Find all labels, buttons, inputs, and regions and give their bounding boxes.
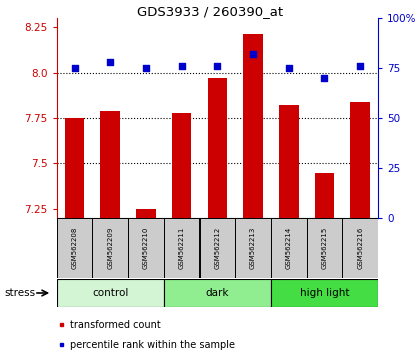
Text: high light: high light: [300, 288, 349, 298]
Point: [214, 63, 221, 69]
Point: [178, 63, 185, 69]
Bar: [271, 218, 307, 278]
Text: transformed count: transformed count: [70, 320, 160, 330]
Bar: [60, 324, 63, 326]
Point: [250, 51, 257, 57]
Text: GSM562209: GSM562209: [107, 227, 113, 269]
Bar: [243, 34, 263, 218]
Point: [143, 65, 150, 71]
Text: control: control: [92, 288, 129, 298]
Bar: [128, 218, 164, 278]
Bar: [235, 218, 271, 278]
Bar: [60, 343, 63, 346]
Text: GSM562214: GSM562214: [286, 227, 292, 269]
Bar: [172, 113, 192, 218]
Point: [71, 65, 78, 71]
Point: [321, 75, 328, 81]
Text: GSM562208: GSM562208: [71, 227, 78, 269]
Text: GSM562211: GSM562211: [178, 227, 185, 269]
Bar: [207, 78, 227, 218]
Text: dark: dark: [206, 288, 229, 298]
Text: GSM562215: GSM562215: [321, 227, 328, 269]
Bar: [57, 279, 164, 307]
Text: percentile rank within the sample: percentile rank within the sample: [70, 339, 234, 349]
Bar: [350, 102, 370, 218]
Text: GDS3933 / 260390_at: GDS3933 / 260390_at: [137, 5, 283, 18]
Text: GSM562212: GSM562212: [214, 227, 221, 269]
Bar: [136, 209, 156, 218]
Bar: [65, 118, 84, 218]
Text: stress: stress: [4, 288, 35, 298]
Point: [357, 63, 364, 69]
Bar: [279, 105, 299, 218]
Bar: [100, 111, 120, 218]
Text: GSM562210: GSM562210: [143, 227, 149, 269]
Bar: [200, 218, 235, 278]
Text: GSM562213: GSM562213: [250, 227, 256, 269]
Bar: [307, 218, 342, 278]
Bar: [164, 279, 271, 307]
Point: [107, 59, 114, 65]
Bar: [271, 279, 378, 307]
Bar: [57, 218, 92, 278]
Text: GSM562216: GSM562216: [357, 227, 363, 269]
Bar: [164, 218, 200, 278]
Bar: [342, 218, 378, 278]
Point: [286, 65, 292, 71]
Bar: [92, 218, 128, 278]
Bar: [315, 172, 334, 218]
